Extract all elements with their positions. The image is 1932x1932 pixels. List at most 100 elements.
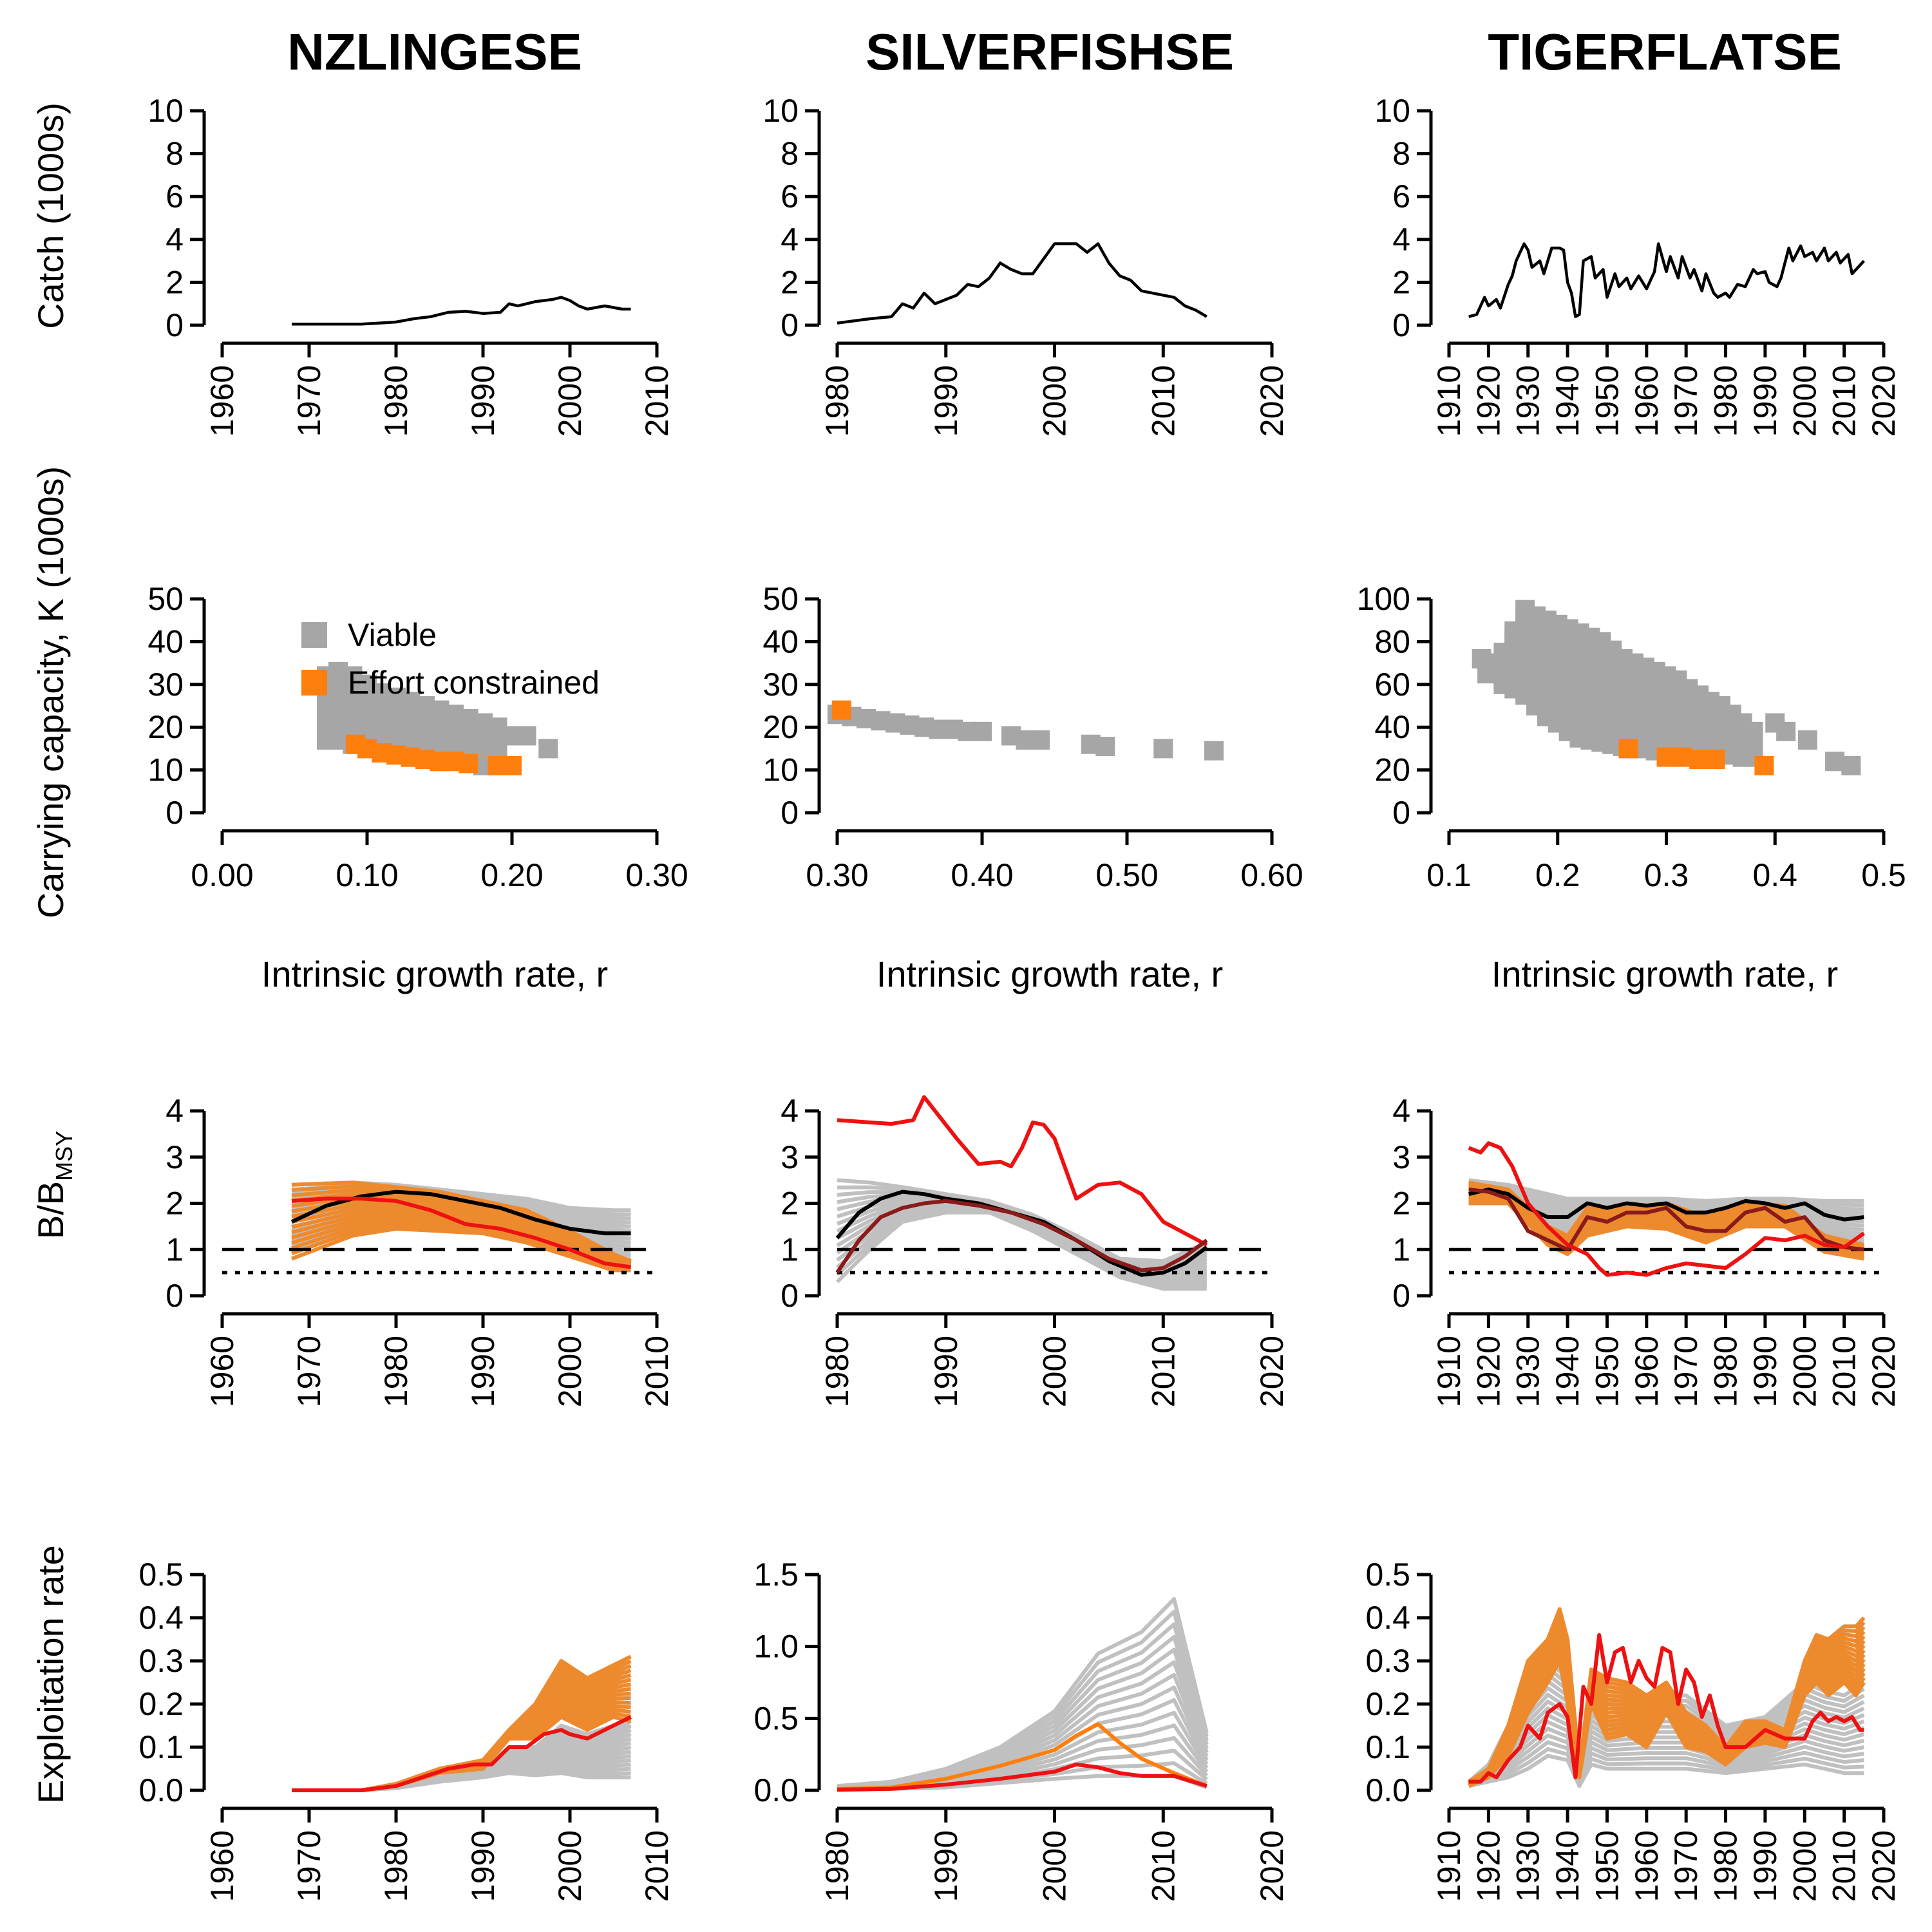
x-tick-label: 2010 — [1826, 1830, 1862, 1902]
x-tick-label: 0.60 — [1240, 857, 1303, 893]
y-tick-label: 4 — [166, 1093, 184, 1129]
y-tick-label: 0 — [781, 1278, 799, 1314]
x-tick-label: 1990 — [928, 1830, 964, 1902]
scatter-point — [972, 721, 992, 741]
x-tick-label: 2000 — [552, 1830, 588, 1902]
scatter-point — [1030, 730, 1050, 750]
legend-label-viable: Viable — [348, 617, 437, 653]
xlabel-r-tigerflatse: Intrinsic growth rate, r — [1492, 954, 1838, 994]
series-line-catch — [1468, 242, 1865, 318]
y-tick-label: 2 — [781, 264, 799, 300]
column-title-tigerflatse: TIGERFLATSE — [1488, 23, 1842, 80]
x-tick-label: 2010 — [639, 1830, 675, 1902]
y-tick-label: 6 — [781, 178, 799, 214]
x-tick-label: 1970 — [1668, 365, 1704, 437]
x-tick-label: 1930 — [1510, 1336, 1546, 1407]
x-tick-label: 1990 — [1747, 1336, 1783, 1407]
x-tick-label: 2010 — [639, 1336, 675, 1407]
y-tick-label: 50 — [762, 581, 799, 617]
band-line-viable — [1468, 1754, 1864, 1788]
x-tick-label: 1950 — [1589, 1830, 1625, 1902]
series-line-catch — [837, 242, 1208, 325]
y-tick-label: 100 — [1357, 581, 1410, 617]
band-effort_constrained — [1468, 1607, 1866, 1788]
x-tick-label: 0.4 — [1752, 857, 1797, 893]
y-tick-label: 4 — [1392, 1093, 1410, 1129]
series-line-effort_constrained — [837, 1722, 1208, 1791]
band-line-effort_constrained — [1468, 1607, 1866, 1784]
y-tick-label: 30 — [762, 667, 799, 703]
x-tick-label: 2010 — [1145, 1336, 1181, 1407]
x-tick-label: 1980 — [378, 365, 414, 437]
y-tick-label: 0.4 — [138, 1600, 184, 1636]
series-line-estimate_maroon — [1468, 1188, 1864, 1252]
band-line-viable — [1468, 1727, 1864, 1787]
y-tick-label: 2 — [166, 264, 184, 300]
x-tick-label: 0.30 — [625, 857, 688, 893]
ylabel-bbmsy-main: B/B — [30, 1181, 71, 1239]
legend-label-effort-constrained: Effort constrained — [348, 665, 600, 701]
x-tick-label: 0.40 — [951, 857, 1013, 893]
y-tick-label: 10 — [147, 752, 184, 788]
x-tick-label: 2010 — [639, 365, 675, 437]
y-tick-label: 1 — [166, 1231, 184, 1267]
y-tick-label: 0 — [1392, 307, 1410, 343]
y-tick-label: 10 — [762, 93, 799, 129]
y-tick-label: 0 — [1392, 1278, 1410, 1314]
y-tick-label: 80 — [1374, 623, 1410, 659]
y-tick-label: 20 — [147, 709, 184, 745]
y-tick-label: 10 — [762, 752, 799, 788]
x-tick-label: 1970 — [291, 365, 327, 437]
column-title-silverfishse: SILVERFISHSE — [866, 23, 1234, 80]
x-tick-label: 2000 — [1037, 1830, 1073, 1902]
series-line-estimate_red — [292, 1715, 632, 1792]
scatter-point — [1488, 653, 1508, 673]
scatter-point — [1153, 739, 1173, 759]
x-tick-label: 1910 — [1431, 1336, 1467, 1407]
x-tick-label: 1980 — [819, 1830, 855, 1902]
scatter-point — [1095, 737, 1115, 757]
panel-SILVERFISHSE-bbmsy: 0 1 2 3 4 1980 1990 2000 2010 2020 — [781, 1093, 1290, 1407]
ylabel-bbmsy-subscript: MSY — [51, 1131, 77, 1181]
x-tick-label: 1980 — [1708, 1336, 1744, 1407]
x-tick-label: 1920 — [1470, 1336, 1506, 1407]
x-tick-label: 0.10 — [336, 857, 398, 893]
scatter-effort_constrained — [831, 700, 851, 720]
ylabel-catch: Catch (1000s) — [30, 102, 71, 329]
series-line-estimate_red — [837, 1762, 1208, 1792]
series-line-estimate_red — [1468, 1141, 1866, 1277]
x-tick-label: 1940 — [1549, 365, 1586, 437]
xlabel-r-silverfishse: Intrinsic growth rate, r — [876, 954, 1223, 994]
y-tick-label: 20 — [762, 709, 799, 745]
y-tick-label: 1.0 — [753, 1629, 799, 1665]
x-tick-label: 1930 — [1510, 365, 1546, 437]
x-tick-label: 0.5 — [1861, 857, 1906, 893]
scatter-point — [1797, 730, 1817, 750]
y-tick-label: 10 — [147, 93, 184, 129]
y-tick-label: 0 — [1392, 795, 1410, 831]
x-tick-label: 1960 — [204, 1336, 240, 1407]
x-tick-label: 1930 — [1510, 1830, 1546, 1902]
x-tick-label: 1990 — [1747, 365, 1783, 437]
x-tick-label: 2020 — [1866, 1336, 1902, 1407]
band-line-viable — [1468, 1180, 1864, 1208]
ylabel-carrying-capacity: Carrying capacity, K (1000s) — [30, 466, 71, 918]
x-tick-label: 1970 — [291, 1830, 327, 1902]
y-tick-label: 4 — [1392, 222, 1410, 258]
ylabel-exploitation: Exploitation rate — [30, 1545, 71, 1804]
legend-swatch-effort-constrained — [301, 670, 327, 696]
panel-SILVERFISHSE-exploitation: 0.0 0.5 1.0 1.5 1980 1990 2000 2010 2020 — [753, 1557, 1290, 1902]
band-line-viable — [837, 1178, 1208, 1264]
y-tick-label: 30 — [147, 667, 184, 703]
x-tick-label: 1940 — [1549, 1830, 1586, 1902]
x-tick-label: 1980 — [1708, 1830, 1744, 1902]
y-tick-label: 8 — [1392, 136, 1410, 172]
y-tick-label: 10 — [1374, 93, 1410, 129]
x-tick-label: 2000 — [1786, 1336, 1823, 1407]
x-tick-label: 2020 — [1254, 365, 1290, 437]
y-tick-label: 6 — [166, 178, 184, 214]
x-tick-label: 2000 — [1037, 365, 1073, 437]
y-tick-label: 0.2 — [138, 1686, 184, 1722]
scatter-effort_constrained — [1618, 739, 1774, 775]
